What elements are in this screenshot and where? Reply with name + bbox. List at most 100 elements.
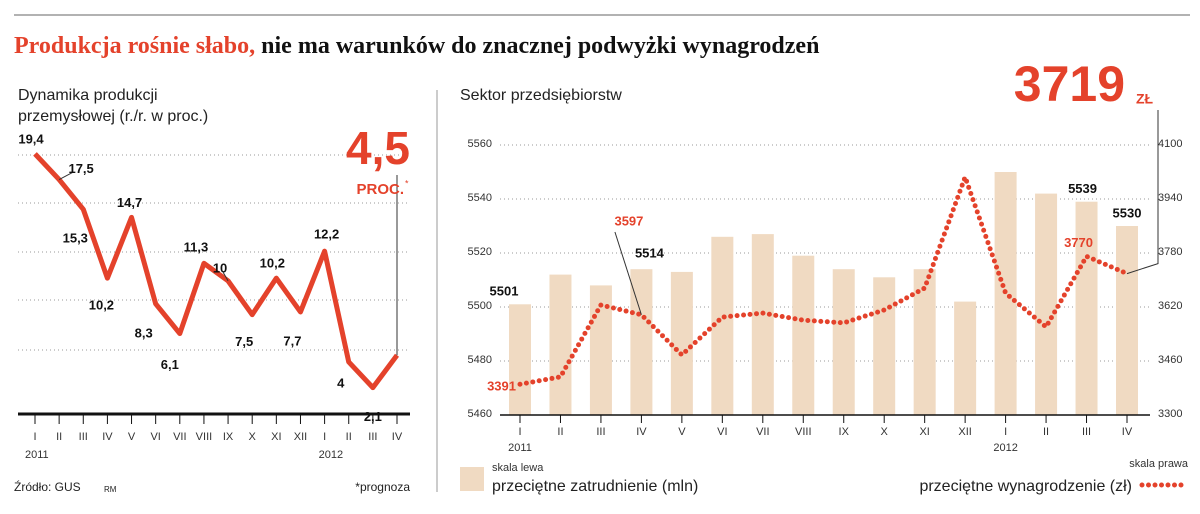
value-label: 11,3 xyxy=(184,240,209,255)
value-label: 12,2 xyxy=(314,227,339,242)
x-tick-label: II xyxy=(1043,426,1049,438)
x-tick-label: VIII xyxy=(795,426,812,438)
left-title: przemysłowej (r./r. w proc.) xyxy=(18,108,208,125)
year-label: 2012 xyxy=(319,449,343,461)
leader xyxy=(1126,110,1159,275)
x-tick-label: V xyxy=(678,426,686,438)
x-tick-label: IV xyxy=(1122,426,1133,438)
x-tick-label: IX xyxy=(839,426,850,438)
year-label: 2011 xyxy=(25,449,49,461)
legend-scale: skala lewa xyxy=(492,462,544,474)
value-label: 7,7 xyxy=(283,333,301,348)
x-tick-label: III xyxy=(596,426,605,438)
value-label: 4 xyxy=(337,375,345,390)
value-label: 17,5 xyxy=(68,161,93,176)
value-label: 5514 xyxy=(635,246,665,261)
bar xyxy=(1116,226,1138,415)
y2-tick-label: 3460 xyxy=(1158,354,1182,366)
x-tick-label: I xyxy=(518,426,521,438)
x-tick-label: X xyxy=(881,426,889,438)
y-tick-label: 5500 xyxy=(468,300,492,312)
x-tick-label: III xyxy=(1082,426,1091,438)
x-tick-label: I xyxy=(323,431,326,443)
x-tick-label: III xyxy=(79,431,88,443)
leader xyxy=(222,272,229,282)
bar xyxy=(751,234,774,415)
headline-black: nie ma warunków do znacznej podwyżki wyn… xyxy=(261,33,819,59)
left-title: Dynamika produkcji xyxy=(18,87,158,104)
bar xyxy=(1075,201,1098,415)
bar xyxy=(711,236,734,415)
footnote: *prognoza xyxy=(355,480,410,494)
value-label: 5539 xyxy=(1068,181,1097,196)
wage-line xyxy=(517,169,1130,387)
x-tick-label: XII xyxy=(958,426,971,438)
value-label: 10 xyxy=(213,260,227,275)
y-tick-label: 5460 xyxy=(468,408,492,420)
bar xyxy=(670,271,693,415)
x-tick-label: V xyxy=(128,431,136,443)
y2-tick-label: 4100 xyxy=(1158,138,1182,150)
legend-scale: skala prawa xyxy=(1129,458,1189,470)
bar xyxy=(954,301,977,415)
value-label: 8,3 xyxy=(135,325,153,340)
x-tick-label: XI xyxy=(919,426,929,438)
value-label: 3770 xyxy=(1064,235,1093,250)
x-tick-label: II xyxy=(56,431,62,443)
bar xyxy=(509,304,531,415)
x-tick-label: I xyxy=(33,431,36,443)
value-label: 7,5 xyxy=(235,334,253,349)
footnote-mark: * xyxy=(405,178,409,188)
author: RM xyxy=(104,485,117,494)
value-label: 2,1 xyxy=(364,409,382,424)
right-title: Sektor przedsiębiorstw xyxy=(460,87,622,104)
y-tick-label: 5540 xyxy=(468,192,492,204)
value-label: 10,2 xyxy=(89,298,114,313)
value-label: 6,1 xyxy=(161,357,179,372)
y2-tick-label: 3780 xyxy=(1158,246,1182,258)
value-label: 3597 xyxy=(614,213,643,228)
value-label: 19,4 xyxy=(18,131,44,146)
leader xyxy=(58,172,73,180)
x-tick-label: II xyxy=(557,426,563,438)
y2-tick-label: 3300 xyxy=(1158,408,1182,420)
bar xyxy=(549,274,572,415)
value-label: 10,2 xyxy=(260,256,285,271)
x-tick-label: I xyxy=(1004,426,1007,438)
bar xyxy=(873,277,896,415)
year-label: 2011 xyxy=(508,442,532,454)
x-tick-label: IV xyxy=(636,426,647,438)
y-tick-label: 5480 xyxy=(468,354,492,366)
left-grid xyxy=(18,154,410,351)
source: Źródło: GUS xyxy=(14,479,81,494)
callout-value: 3719 xyxy=(1014,56,1125,112)
x-tick-label: VII xyxy=(756,426,769,438)
year-label: 2012 xyxy=(993,442,1017,454)
x-tick-label: III xyxy=(368,431,377,443)
bar xyxy=(832,269,855,415)
legend-swatch xyxy=(460,467,484,491)
headline-red: Produkcja rośnie słabo, xyxy=(14,33,255,59)
production-line xyxy=(33,152,400,391)
callout-value: 4,5 xyxy=(346,122,410,174)
x-tick-label: IV xyxy=(102,431,113,443)
x-tick-label: X xyxy=(249,431,257,443)
bar xyxy=(630,269,653,415)
value-label: 15,3 xyxy=(63,231,88,246)
value-label: 3391 xyxy=(487,379,516,394)
x-tick-label: VI xyxy=(150,431,160,443)
x-tick-label: IX xyxy=(223,431,234,443)
x-tick-label: VII xyxy=(173,431,186,443)
x-tick-label: IV xyxy=(392,431,403,443)
value-label: 14,7 xyxy=(117,195,142,210)
x-tick-label: VIII xyxy=(196,431,213,443)
y2-tick-label: 3940 xyxy=(1158,192,1182,204)
leader xyxy=(614,231,642,315)
x-tick-label: II xyxy=(346,431,352,443)
y2-tick-label: 3620 xyxy=(1158,300,1182,312)
value-label: 5501 xyxy=(490,284,519,299)
y-tick-label: 5520 xyxy=(468,246,492,258)
callout-unit: PROC. xyxy=(356,181,404,198)
headline: Produkcja rośnie słabo, nie ma warunków d… xyxy=(14,33,819,59)
